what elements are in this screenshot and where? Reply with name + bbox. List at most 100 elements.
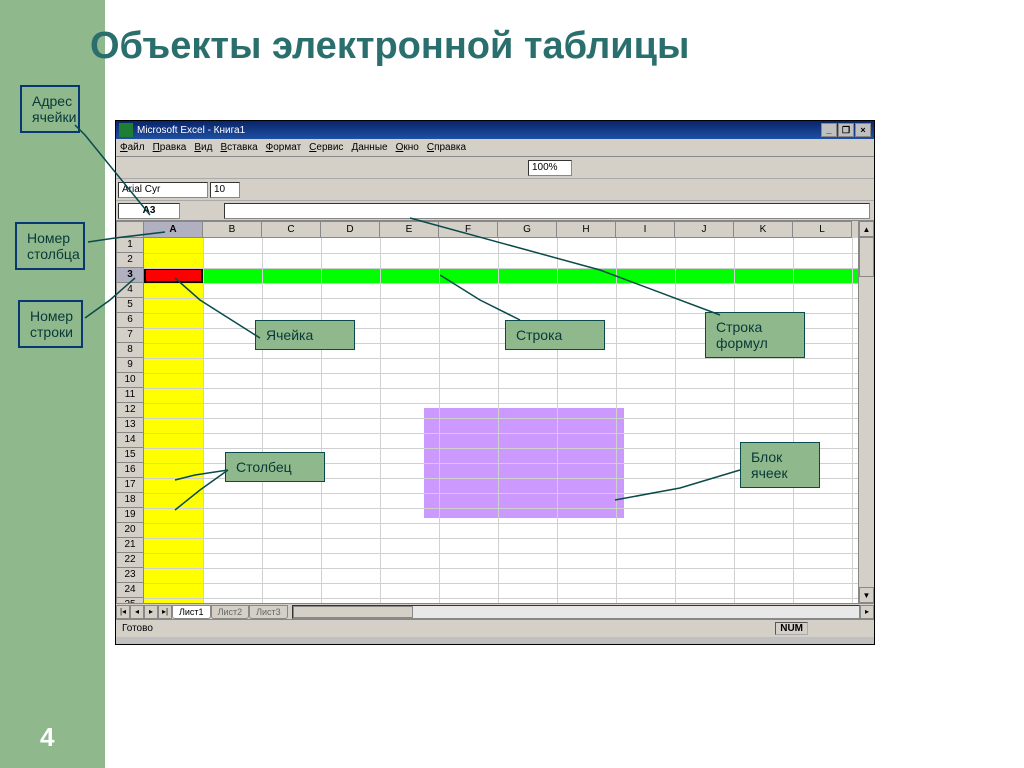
inc-decimal-icon[interactable] [454, 181, 472, 199]
align-center-icon[interactable] [328, 181, 346, 199]
row-header[interactable]: 20 [116, 523, 144, 538]
merge-icon[interactable] [368, 181, 386, 199]
column-header[interactable]: A [144, 221, 203, 238]
scroll-down-icon[interactable]: ▼ [859, 587, 874, 603]
column-header[interactable]: B [203, 221, 262, 238]
redo-icon[interactable] [342, 159, 360, 177]
font-color-icon[interactable] [586, 181, 604, 199]
map-icon[interactable] [485, 159, 503, 177]
paste-icon[interactable] [280, 159, 298, 177]
extra4-icon[interactable] [654, 159, 672, 177]
save-icon[interactable] [156, 159, 174, 177]
row-header[interactable]: 13 [116, 418, 144, 433]
drawing-icon[interactable] [504, 159, 522, 177]
underline-icon[interactable] [282, 181, 300, 199]
new-icon[interactable] [118, 159, 136, 177]
row-header[interactable]: 19 [116, 508, 144, 523]
fill-color-icon[interactable] [566, 181, 584, 199]
sheet-tab-bar[interactable]: |◂ ◂ ▸ ▸| Лист1Лист2Лист3 ▸ [116, 603, 874, 619]
column-header[interactable]: K [734, 221, 793, 238]
currency-icon[interactable] [394, 181, 412, 199]
menu-item[interactable]: Вид [194, 142, 212, 153]
row-header[interactable]: 2 [116, 253, 144, 268]
row-header[interactable]: 22 [116, 553, 144, 568]
cut-icon[interactable] [242, 159, 260, 177]
font-name-field[interactable]: Arial Cyr [118, 182, 208, 198]
row-header[interactable]: 11 [116, 388, 144, 403]
undo-icon[interactable] [323, 159, 341, 177]
close-button[interactable]: × [855, 123, 871, 137]
help-icon[interactable] [573, 159, 591, 177]
italic-icon[interactable] [262, 181, 280, 199]
row-header[interactable]: 14 [116, 433, 144, 448]
row-header[interactable]: 6 [116, 313, 144, 328]
column-header[interactable]: J [675, 221, 734, 238]
copy-icon[interactable] [261, 159, 279, 177]
active-cell[interactable] [144, 268, 203, 283]
row-header[interactable]: 8 [116, 343, 144, 358]
spell-icon[interactable] [218, 159, 236, 177]
scroll-right-icon[interactable]: ▸ [860, 605, 874, 619]
restore-button[interactable]: ❐ [838, 123, 854, 137]
formula-bar[interactable] [224, 203, 870, 219]
enter-icon[interactable] [199, 204, 213, 218]
menu-item[interactable]: Файл [120, 142, 145, 153]
vscroll-thumb[interactable] [859, 237, 874, 277]
minimize-button[interactable]: _ [821, 123, 837, 137]
bold-icon[interactable] [242, 181, 260, 199]
sort-asc-icon[interactable] [423, 159, 441, 177]
menu-item[interactable]: Окно [396, 142, 419, 153]
chart-icon[interactable] [466, 159, 484, 177]
column-header[interactable]: H [557, 221, 616, 238]
comma-icon[interactable] [434, 181, 452, 199]
menu-item[interactable]: Сервис [309, 142, 343, 153]
column-header[interactable]: G [498, 221, 557, 238]
column-header[interactable]: F [439, 221, 498, 238]
column-header[interactable]: C [262, 221, 321, 238]
row-header[interactable]: 18 [116, 493, 144, 508]
sheet-tab[interactable]: Лист3 [249, 605, 288, 619]
menu-bar[interactable]: ФайлПравкаВидВставкаФорматСервисДанныеОк… [116, 139, 874, 157]
percent-icon[interactable] [414, 181, 432, 199]
extra1-icon[interactable] [597, 159, 615, 177]
extra6-icon[interactable] [692, 159, 710, 177]
worksheet-grid[interactable]: ABCDEFGHIJKL 123456789101112131415161718… [116, 221, 874, 619]
sum-icon[interactable] [385, 159, 403, 177]
column-header[interactable]: D [321, 221, 380, 238]
select-all-corner[interactable] [116, 221, 144, 238]
print-icon[interactable] [180, 159, 198, 177]
sheet-tab[interactable]: Лист1 [172, 605, 211, 619]
extra2-icon[interactable] [616, 159, 634, 177]
row-header[interactable]: 15 [116, 448, 144, 463]
tab-first-icon[interactable]: |◂ [116, 605, 130, 619]
row-header[interactable]: 24 [116, 583, 144, 598]
scroll-up-icon[interactable]: ▲ [859, 221, 874, 237]
indent-dec-icon[interactable] [500, 181, 518, 199]
sort-desc-icon[interactable] [442, 159, 460, 177]
menu-item[interactable]: Данные [351, 142, 387, 153]
vertical-scrollbar[interactable]: ▲ ▼ [858, 221, 874, 603]
cancel-icon[interactable] [183, 204, 197, 218]
formatting-toolbar[interactable]: Arial Cyr 10 [116, 179, 874, 201]
row-header[interactable]: 7 [116, 328, 144, 343]
menu-item[interactable]: Справка [427, 142, 466, 153]
row-header[interactable]: 5 [116, 298, 144, 313]
link-icon[interactable] [366, 159, 384, 177]
menu-item[interactable]: Формат [266, 142, 302, 153]
standard-toolbar[interactable]: 100% [116, 157, 874, 179]
align-right-icon[interactable] [348, 181, 366, 199]
borders-icon[interactable] [546, 181, 564, 199]
align-left-icon[interactable] [308, 181, 326, 199]
column-header[interactable]: I [616, 221, 675, 238]
row-header[interactable]: 1 [116, 238, 144, 253]
indent-inc-icon[interactable] [520, 181, 538, 199]
hscroll-thumb[interactable] [293, 606, 413, 618]
column-header[interactable]: L [793, 221, 852, 238]
menu-item[interactable]: Вставка [220, 142, 257, 153]
extra3-icon[interactable] [635, 159, 653, 177]
row-header[interactable]: 12 [116, 403, 144, 418]
row-header[interactable]: 17 [116, 478, 144, 493]
horizontal-scrollbar[interactable] [292, 605, 860, 619]
sheet-tab[interactable]: Лист2 [211, 605, 250, 619]
extra7-icon[interactable] [711, 159, 729, 177]
